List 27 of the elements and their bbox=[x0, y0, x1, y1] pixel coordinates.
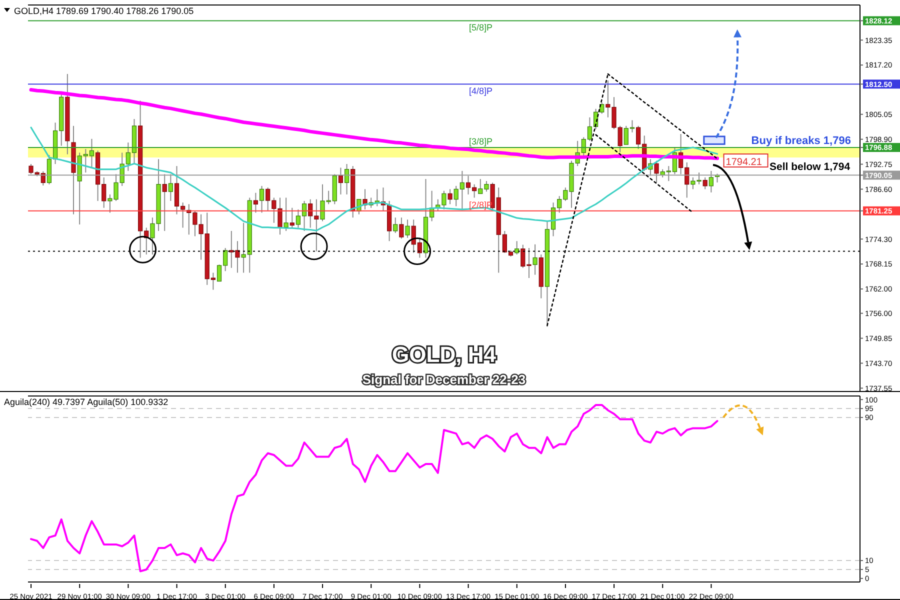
ref-line-label: [4/8]P bbox=[468, 86, 492, 96]
candlestick bbox=[290, 207, 294, 228]
ref-line-label: [5/8]P bbox=[468, 22, 492, 33]
text: Sell below 1,794 bbox=[770, 161, 850, 173]
text: GOLD, H4 bbox=[392, 342, 497, 367]
candlestick bbox=[344, 164, 350, 195]
candlestick bbox=[448, 188, 452, 205]
line-series bbox=[30, 126, 718, 232]
candlestick bbox=[259, 185, 264, 214]
annotation: Aguila(240) 49.7397 Aguila(50) 100.9332 bbox=[4, 397, 168, 407]
ref-line-label: [3/8]P bbox=[468, 136, 492, 146]
candlestick bbox=[654, 160, 659, 184]
text: Buy if breaks 1,796 bbox=[751, 135, 851, 147]
candlestick bbox=[405, 219, 410, 238]
candlestick bbox=[532, 244, 538, 276]
text: 1794.21 bbox=[726, 157, 762, 168]
candlestick bbox=[162, 174, 167, 232]
candlestick bbox=[284, 197, 288, 232]
candlestick bbox=[253, 192, 258, 214]
candlestick bbox=[708, 170, 714, 193]
candlestick bbox=[338, 167, 344, 195]
candlestick bbox=[168, 174, 173, 202]
candlestick bbox=[393, 217, 398, 234]
candlestick bbox=[702, 176, 708, 190]
text: Signal for December 22-23 bbox=[362, 372, 526, 387]
annotation: GOLD,H4 1789.69 1790.40 1788.26 1790.05 bbox=[14, 6, 194, 16]
candlestick bbox=[399, 217, 404, 240]
